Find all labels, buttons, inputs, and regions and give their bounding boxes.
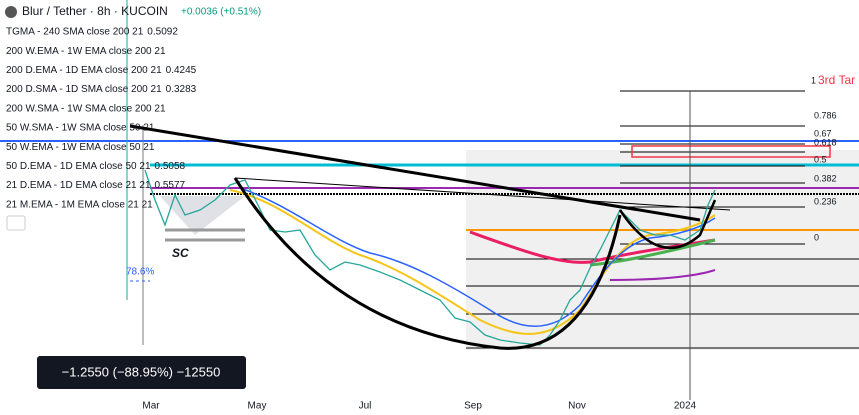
trend-line — [129, 124, 701, 222]
target-box — [631, 145, 831, 158]
indicator-value: 0.5092 — [147, 27, 178, 38]
measure-text: −1.2550 (−88.95%) −12550 — [62, 364, 221, 379]
fib-label: 0.618 — [814, 137, 837, 147]
x-tick-label: 2024 — [674, 401, 697, 412]
indicator-label: 200 D.EMA - 1D EMA close 200 21 — [6, 65, 162, 76]
fib-labels: 1 0.786 0.670.618 0.5 0.382 0.236 0 — [811, 75, 837, 242]
x-tick-label: Jul — [359, 401, 372, 412]
trend-line — [234, 177, 731, 211]
indicator-value: 0.5577 — [155, 180, 186, 191]
ma-line — [239, 187, 716, 327]
indicator-label: 50 W.SMA - 1W SMA close 50 21 — [6, 123, 155, 134]
ma-line — [589, 238, 716, 267]
indicator-value: 0.3283 — [166, 84, 197, 95]
indicator-list: TGMA - 240 SMA close 200 21 0.5092 200 W.E… — [6, 27, 197, 211]
target-label: 3rd Tar — [818, 73, 855, 87]
price-change: +0.0036 (+0.51%) — [181, 7, 261, 18]
symbol-icon — [5, 6, 17, 18]
indicator-label: 21 M.EMA - 1M EMA close 21 21 — [6, 199, 153, 210]
collapse-button[interactable] — [6, 215, 26, 231]
indicator-value: 0.4245 — [166, 65, 197, 76]
fib-label: 0.5 — [814, 154, 827, 164]
symbol[interactable]: Blur / Tether · 8h · KUCOIN — [22, 4, 168, 18]
fib-label: 0.382 — [814, 173, 837, 183]
fib-label: 1 — [811, 75, 816, 85]
indicator-label: 50 W.EMA - 1W EMA close 50 21 — [6, 142, 155, 153]
handle — [618, 199, 717, 250]
cup — [233, 177, 622, 350]
indicator-label: 21 D.EMA - 1D EMA close 21 21 — [6, 180, 151, 191]
x-tick-label: Sep — [464, 401, 482, 412]
x-tick-label: May — [248, 401, 267, 412]
indicator-value: 0.5058 — [155, 161, 186, 172]
indicator-label: TGMA - 240 SMA close 200 21 — [6, 27, 144, 38]
x-tick-label: Mar — [142, 401, 160, 412]
indicator-label: 50 D.EMA - 1D EMA close 50 21 — [6, 161, 151, 172]
price-line — [144, 169, 716, 346]
ma-line — [229, 189, 716, 335]
indicator-label: 200 D.SMA - 1D SMA close 200 21 — [6, 84, 162, 95]
fib-label: 0 — [814, 232, 819, 242]
ma-line — [609, 269, 716, 281]
sc-label: SC — [172, 246, 189, 260]
fib-label: 0.786 — [814, 110, 837, 120]
x-tick-label: Nov — [568, 401, 586, 412]
fib-label: 0.236 — [814, 196, 837, 206]
triangle — [160, 196, 245, 235]
x-axis: Mar May Jul Sep Nov 2024 — [142, 401, 696, 412]
indicator-label: 200 W.SMA - 1W SMA close 200 21 — [6, 103, 166, 114]
retrace-label: 78.6% — [126, 267, 154, 278]
measure-box — [37, 356, 246, 389]
fib-label: 0.67 — [814, 128, 832, 138]
indicator-label: 200 W.EMA - 1W EMA close 200 21 — [6, 46, 166, 57]
